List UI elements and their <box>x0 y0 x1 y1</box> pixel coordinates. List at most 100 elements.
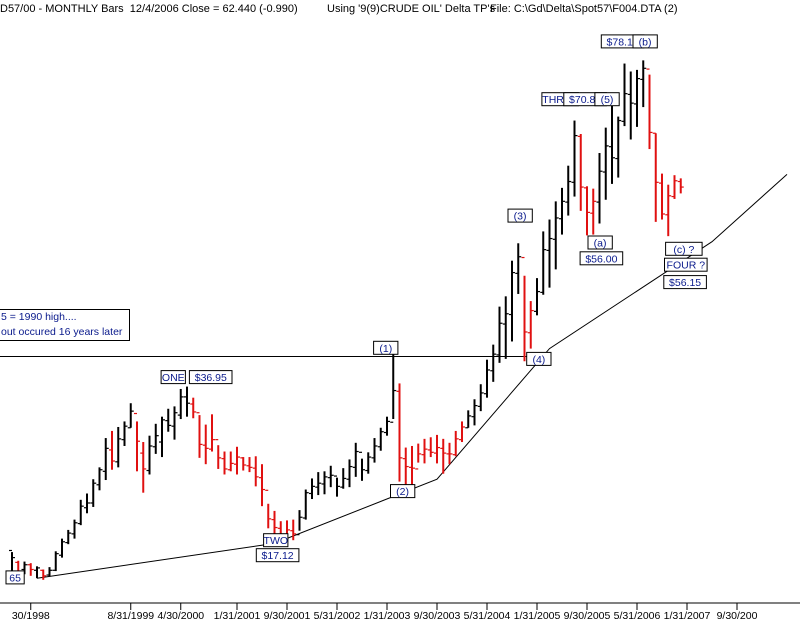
ohlc-bar <box>84 493 90 514</box>
annotation-note-line-1: 5 = 1990 high.... <box>1 311 77 323</box>
wave-label-text: FOUR ? <box>667 260 706 272</box>
ohlc-bar <box>609 96 615 184</box>
ohlc-bar <box>540 231 547 295</box>
ohlc-bar <box>334 475 340 497</box>
ohlc-bar <box>502 296 509 359</box>
wave-label-text: $56.00 <box>585 253 617 265</box>
ohlc-bar <box>377 427 384 451</box>
ohlc-bar <box>202 424 209 465</box>
ohlc-bar <box>546 219 553 288</box>
wave-label-box <box>526 351 552 366</box>
x-axis-tick-label: 8/31/1999 <box>107 610 154 622</box>
ohlc-bar <box>121 421 128 446</box>
wave-label-box <box>507 208 533 223</box>
ohlc-bar <box>446 442 453 465</box>
ohlc-bar <box>596 153 603 224</box>
ohlc-bar <box>621 63 628 127</box>
ohlc-bar <box>665 184 672 237</box>
ohlc-bar <box>290 519 297 541</box>
ohlc-bar <box>109 430 115 470</box>
wave-label-text: (a) <box>594 238 607 250</box>
x-axis-tick-label: 9/30/2001 <box>264 610 311 622</box>
wave-label-text: (c) ? <box>673 244 694 256</box>
x-axis-tick-label: 9/30/2005 <box>564 610 611 622</box>
ohlc-bar <box>634 69 640 127</box>
ohlc-bar <box>465 410 472 429</box>
ohlc-bar <box>9 549 15 572</box>
ohlc-bar <box>302 489 309 520</box>
wave-label: $17.12 <box>255 548 300 563</box>
annotation-note: 5 = 1990 high.... out occured 16 years l… <box>0 309 130 341</box>
ohlc-bar <box>509 260 515 342</box>
wave-label-text: 65 <box>9 572 21 584</box>
ohlc-bar <box>52 551 59 572</box>
ohlc-bar <box>671 175 678 199</box>
ohlc-bar <box>434 434 440 464</box>
ohlc-bar <box>296 510 303 536</box>
wave-label: (b) <box>632 34 658 49</box>
header-file: File: C:\Gd\Delta\Spot57\F004.DTA (2) <box>490 3 678 15</box>
wave-label: (4) <box>526 351 552 366</box>
ohlc-bar <box>127 403 134 429</box>
x-axis-tick-label: 5/31/2004 <box>464 610 511 622</box>
wave-label-box <box>255 548 300 563</box>
x-axis-tick-label: 5/31/2002 <box>314 610 361 622</box>
wave-label-box <box>664 257 708 272</box>
ohlc-bar <box>77 499 84 526</box>
ohlc-bar <box>315 472 322 496</box>
ohlc-bar <box>652 132 659 222</box>
wave-label-box <box>390 484 416 499</box>
wave-label-box <box>632 34 658 49</box>
ohlc-bar <box>584 186 590 236</box>
ohlc-bar <box>34 566 40 579</box>
ohlc-bar <box>40 569 47 580</box>
ohlc-bar <box>477 384 484 412</box>
wave-label: ONE <box>160 370 186 385</box>
ohlc-bar <box>115 426 122 468</box>
ohlc-bar <box>390 349 397 423</box>
ohlc-bar <box>140 442 147 493</box>
wave-label: (2) <box>390 484 416 499</box>
wave-label: (5) <box>594 92 620 107</box>
ohlc-bar <box>227 451 234 472</box>
ohlc-bar <box>521 256 528 362</box>
ohlc-bar <box>496 306 503 363</box>
ohlc-bar <box>640 60 647 108</box>
wave-label-box <box>579 251 624 266</box>
ohlc-bar <box>134 412 140 472</box>
ohlc-bar <box>65 529 72 545</box>
x-axis-tick-label: 1/31/2005 <box>514 610 561 622</box>
ohlc-bar <box>527 301 534 349</box>
ohlc-bar <box>196 412 203 458</box>
wave-label-text: (4) <box>532 354 545 366</box>
ohlc-bar <box>565 165 572 216</box>
wave-label: (1) <box>373 340 399 355</box>
wave-label-box <box>594 92 620 107</box>
ohlc-bar <box>409 445 415 487</box>
wave-label-text: $36.95 <box>195 372 227 384</box>
wave-label-text: $70.85 <box>569 94 601 106</box>
ohlc-bar <box>252 456 259 487</box>
ohlc-bar <box>659 173 665 220</box>
ohlc-bar <box>384 416 390 436</box>
ohlc-bar <box>440 438 447 474</box>
ohlc-bar <box>146 435 153 475</box>
ohlc-bar <box>552 201 559 270</box>
ohlc-bar <box>221 451 228 475</box>
ohlc-bar <box>340 468 347 489</box>
wave-label-text: $56.15 <box>669 277 701 289</box>
wave-label: (3) <box>507 208 533 223</box>
wave-label-text: (3) <box>514 211 527 223</box>
x-axis-tick-label: 1/31/2001 <box>214 610 261 622</box>
ohlc-bar <box>452 430 459 457</box>
ohlc-bar <box>246 457 253 473</box>
x-axis-tick-label: 9/30/2003 <box>414 610 461 622</box>
ohlc-bar <box>371 438 378 463</box>
annotation-note-line-2: out occured 16 years later <box>1 326 123 338</box>
ohlc-bar <box>427 437 434 458</box>
wave-label: FOUR ? <box>664 257 708 272</box>
wave-label-text: ONE <box>162 372 185 384</box>
ohlc-bar <box>27 563 34 576</box>
ohlc-bar <box>346 459 353 488</box>
